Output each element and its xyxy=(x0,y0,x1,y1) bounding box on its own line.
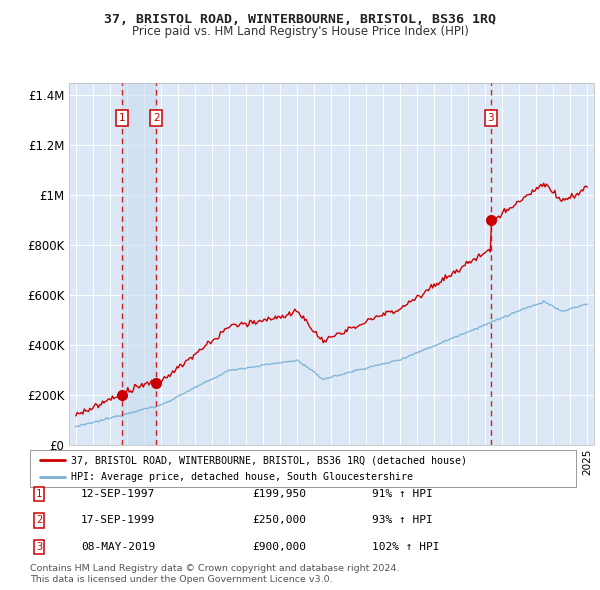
Text: 2: 2 xyxy=(153,113,160,123)
Text: 102% ↑ HPI: 102% ↑ HPI xyxy=(372,542,439,552)
Text: 2: 2 xyxy=(36,516,42,525)
Text: 1: 1 xyxy=(36,489,42,499)
Text: 1: 1 xyxy=(119,113,125,123)
Text: Price paid vs. HM Land Registry's House Price Index (HPI): Price paid vs. HM Land Registry's House … xyxy=(131,25,469,38)
Text: 08-MAY-2019: 08-MAY-2019 xyxy=(81,542,155,552)
Text: 17-SEP-1999: 17-SEP-1999 xyxy=(81,516,155,525)
Text: 91% ↑ HPI: 91% ↑ HPI xyxy=(372,489,433,499)
Text: HPI: Average price, detached house, South Gloucestershire: HPI: Average price, detached house, Sout… xyxy=(71,472,413,482)
Text: £250,000: £250,000 xyxy=(252,516,306,525)
Text: 93% ↑ HPI: 93% ↑ HPI xyxy=(372,516,433,525)
Text: This data is licensed under the Open Government Licence v3.0.: This data is licensed under the Open Gov… xyxy=(30,575,332,584)
Bar xyxy=(122,83,156,445)
Text: £900,000: £900,000 xyxy=(252,542,306,552)
Text: Contains HM Land Registry data © Crown copyright and database right 2024.: Contains HM Land Registry data © Crown c… xyxy=(30,565,400,573)
Text: 37, BRISTOL ROAD, WINTERBOURNE, BRISTOL, BS36 1RQ (detached house): 37, BRISTOL ROAD, WINTERBOURNE, BRISTOL,… xyxy=(71,455,467,465)
Text: 37, BRISTOL ROAD, WINTERBOURNE, BRISTOL, BS36 1RQ: 37, BRISTOL ROAD, WINTERBOURNE, BRISTOL,… xyxy=(104,13,496,26)
Text: 3: 3 xyxy=(488,113,494,123)
Text: 3: 3 xyxy=(36,542,42,552)
Text: 12-SEP-1997: 12-SEP-1997 xyxy=(81,489,155,499)
Text: £199,950: £199,950 xyxy=(252,489,306,499)
